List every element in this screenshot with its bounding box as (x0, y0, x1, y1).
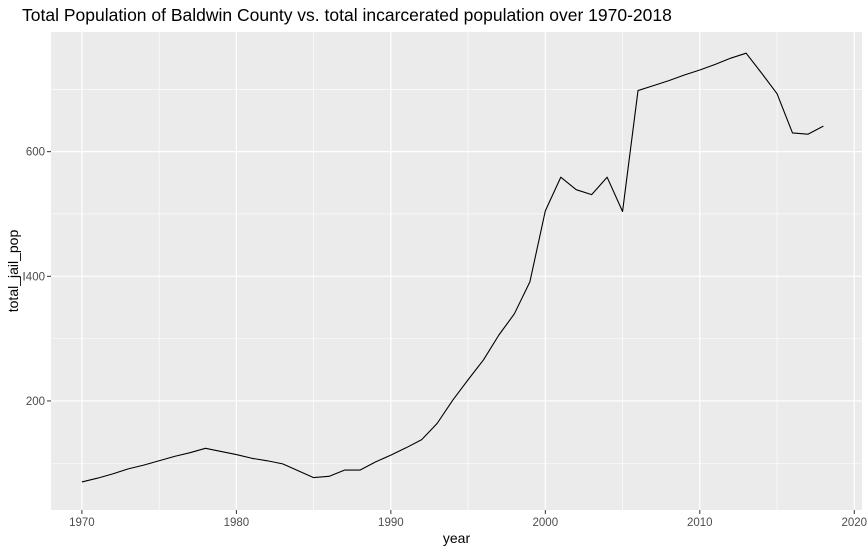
series-line (81, 52, 824, 483)
x-tick-label: 1970 (69, 517, 95, 529)
chart-title: Total Population of Baldwin County vs. t… (22, 5, 672, 25)
x-tick-label: 2000 (533, 517, 559, 529)
x-tick-label: 1980 (224, 517, 250, 529)
x-axis-ticks: 1970 1980 1990 2000 2010 2020 (69, 510, 867, 529)
y-tick-label: 200 (26, 396, 45, 408)
plot-panel (51, 32, 862, 510)
y-tick-label: 600 (26, 147, 45, 159)
y-axis-title: total_jail_pop (5, 230, 21, 313)
y-axis-ticks: 200 Ⅰ400 600 (22, 147, 51, 408)
x-axis-title: year (443, 530, 471, 546)
y-tick-label: Ⅰ400 (22, 271, 45, 283)
minor-gridlines (51, 32, 862, 510)
x-tick-label: 2020 (841, 517, 867, 529)
major-gridlines (51, 32, 862, 510)
x-tick-label: 1990 (378, 517, 404, 529)
x-tick-label: 2010 (687, 517, 713, 529)
